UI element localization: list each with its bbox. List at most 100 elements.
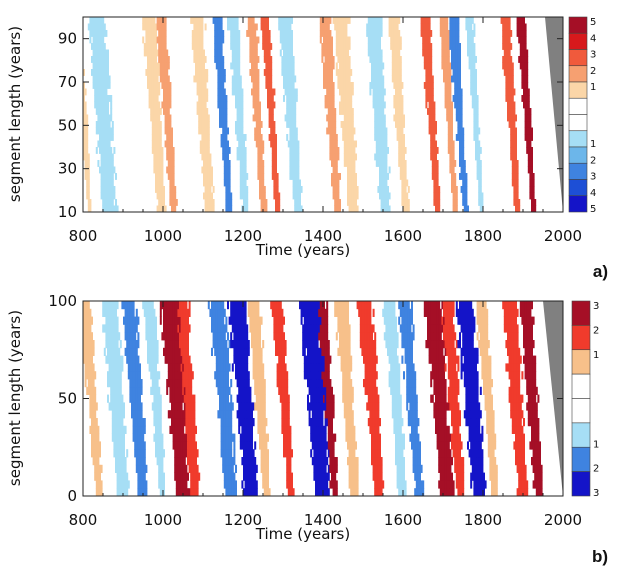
heatmap-cell bbox=[161, 69, 164, 76]
heatmap-cell bbox=[454, 23, 457, 31]
heatmap-cell bbox=[241, 205, 244, 213]
heatmap-cell bbox=[228, 418, 231, 427]
heatmap-cell bbox=[537, 480, 540, 489]
heatmap-cell bbox=[324, 449, 327, 458]
heatmap-cell bbox=[489, 418, 492, 427]
heatmap-cell bbox=[289, 140, 292, 148]
heatmap-cell bbox=[318, 441, 321, 450]
heatmap-cell bbox=[438, 464, 441, 473]
heatmap-cell bbox=[371, 418, 373, 427]
heatmap-cell bbox=[433, 192, 436, 200]
heatmap-cell bbox=[441, 23, 444, 31]
heatmap-cell bbox=[399, 95, 402, 102]
heatmap-cell bbox=[484, 480, 487, 489]
heatmap-cell bbox=[475, 134, 477, 141]
heatmap-cell bbox=[452, 95, 455, 102]
heatmap-cell bbox=[94, 82, 97, 89]
heatmap-cell bbox=[507, 75, 509, 83]
heatmap-cell bbox=[403, 472, 405, 481]
heatmap-cell bbox=[153, 43, 156, 50]
heatmap-cell bbox=[372, 433, 375, 442]
heatmap-cell bbox=[219, 101, 221, 109]
heatmap-cell bbox=[379, 69, 381, 76]
heatmap-cell bbox=[350, 449, 353, 458]
heatmap-cell bbox=[348, 121, 351, 128]
heatmap-cell bbox=[142, 418, 145, 427]
heatmap-cell bbox=[222, 30, 225, 37]
panel-b-heatmap-cells bbox=[83, 301, 543, 497]
heatmap-cell bbox=[348, 418, 351, 427]
heatmap-cell bbox=[219, 49, 221, 57]
heatmap-cell bbox=[318, 449, 321, 458]
heatmap-cell bbox=[254, 134, 257, 141]
heatmap-cell bbox=[518, 410, 521, 419]
heatmap-cell bbox=[331, 43, 333, 50]
heatmap-cell bbox=[345, 425, 348, 434]
heatmap-cell bbox=[287, 425, 290, 434]
heatmap-cell bbox=[436, 199, 439, 206]
heatmap-cell bbox=[291, 88, 293, 96]
heatmap-cell bbox=[455, 199, 458, 206]
heatmap-cell bbox=[435, 166, 437, 174]
heatmap-cell bbox=[457, 56, 460, 63]
heatmap-cell bbox=[331, 82, 333, 89]
heatmap-cell bbox=[491, 402, 493, 411]
heatmap-cell bbox=[439, 441, 442, 450]
heatmap-cell bbox=[436, 402, 439, 411]
heatmap-cell bbox=[183, 441, 186, 450]
heatmap-cell bbox=[534, 410, 537, 419]
heatmap-cell bbox=[246, 186, 249, 193]
heatmap-cell bbox=[430, 134, 433, 141]
heatmap-cell bbox=[206, 199, 209, 206]
heatmap-cell bbox=[246, 402, 249, 411]
heatmap-cell bbox=[375, 441, 378, 450]
heatmap-cell bbox=[372, 49, 375, 57]
heatmap-cell bbox=[454, 36, 457, 44]
heatmap-cell bbox=[231, 49, 234, 57]
heatmap-cell bbox=[511, 147, 514, 154]
heatmap-cell bbox=[540, 488, 543, 497]
heatmap-cell bbox=[281, 425, 284, 434]
heatmap-cell bbox=[118, 449, 121, 458]
heatmap-cell bbox=[431, 173, 434, 180]
x-tick-label: 1400 bbox=[304, 227, 342, 245]
heatmap-cell bbox=[99, 134, 101, 141]
heatmap-cell bbox=[262, 30, 265, 37]
heatmap-cell bbox=[241, 192, 244, 200]
heatmap-cell bbox=[374, 23, 377, 31]
heatmap-cell bbox=[169, 147, 172, 154]
heatmap-cell bbox=[201, 134, 204, 141]
heatmap-cell bbox=[252, 449, 255, 458]
heatmap-cell bbox=[111, 410, 114, 419]
heatmap-cell bbox=[289, 127, 292, 135]
heatmap-cell bbox=[348, 127, 351, 135]
heatmap-cell bbox=[369, 410, 372, 419]
heatmap-cell bbox=[223, 114, 226, 122]
heatmap-cell bbox=[159, 36, 162, 44]
heatmap-cell bbox=[353, 205, 356, 213]
heatmap-cell bbox=[343, 147, 346, 154]
heatmap-cell bbox=[91, 17, 93, 24]
heatmap-cell bbox=[265, 17, 268, 24]
heatmap-cell bbox=[447, 69, 450, 76]
heatmap-cell bbox=[524, 82, 527, 89]
heatmap-cell bbox=[284, 23, 287, 31]
heatmap-cell bbox=[159, 75, 162, 83]
heatmap-cell bbox=[441, 418, 444, 427]
heatmap-cell bbox=[123, 410, 125, 419]
heatmap-cell bbox=[286, 56, 289, 63]
heatmap-cell bbox=[518, 457, 521, 466]
heatmap-cell bbox=[478, 186, 481, 193]
heatmap-cell bbox=[270, 121, 273, 128]
heatmap-cell bbox=[319, 464, 322, 473]
heatmap-cell bbox=[428, 95, 431, 102]
heatmap-cell bbox=[347, 17, 349, 24]
heatmap-cell bbox=[99, 43, 101, 50]
heatmap-cell bbox=[204, 147, 207, 154]
heatmap-cell bbox=[100, 179, 103, 187]
colorbar-label: 1 bbox=[590, 82, 596, 93]
heatmap-cell bbox=[201, 166, 204, 174]
heatmap-cell bbox=[428, 127, 431, 135]
heatmap-cell bbox=[287, 488, 290, 497]
heatmap-cell bbox=[286, 101, 289, 109]
